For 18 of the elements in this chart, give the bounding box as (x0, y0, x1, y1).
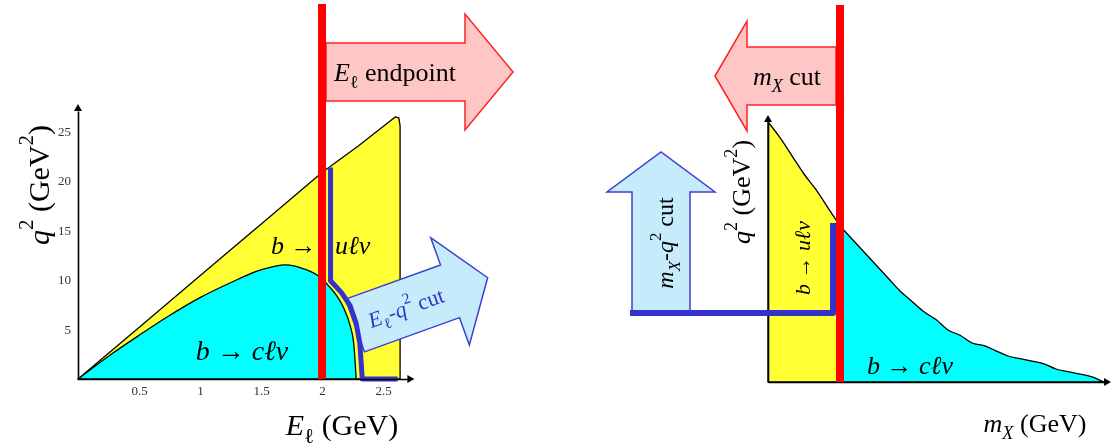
x-axis-title: E$_{ℓ}$ (GeV) (284, 407, 399, 444)
x-tick-label: 0.5 (131, 383, 148, 399)
y-tick-label: 25 (58, 123, 71, 139)
series-label: b → cℓν (195, 334, 289, 366)
y-tick-label: 5 (64, 322, 71, 338)
ref-line-label: E$_{ℓ}$ endpoint (332, 57, 457, 92)
y-tick-label: 10 (58, 272, 71, 288)
y-tick-label: 20 (58, 173, 71, 189)
x-axis-title: m$_{X}$ (GeV) (983, 408, 1087, 443)
series-label: b → cℓν (867, 350, 954, 380)
x-tick-label: 1 (197, 383, 204, 399)
x-tick-label: 1.5 (253, 383, 270, 399)
series-label: b → uℓν (271, 230, 371, 260)
x-tick-label: 2 (319, 383, 326, 399)
y-tick-label: 15 (58, 222, 71, 238)
x-tick-label: 2.5 (375, 383, 392, 399)
text: m$_{X}$ cut (752, 61, 822, 96)
series-label: b → uℓν (789, 220, 815, 295)
